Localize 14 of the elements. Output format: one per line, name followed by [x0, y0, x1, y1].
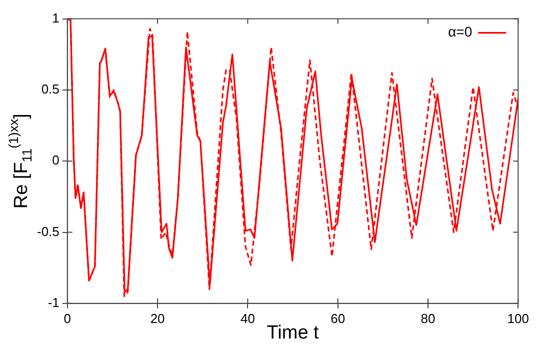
- x-tick-label: 100: [507, 310, 530, 326]
- x-tick-label: 0: [64, 310, 72, 326]
- x-tick-label: 60: [330, 310, 346, 326]
- y-tick-label: 0: [52, 152, 60, 168]
- x-tick-label: 40: [240, 310, 255, 326]
- legend-label: α=0: [448, 24, 472, 40]
- y-axis-title: Re [F11(1)xx]: [6, 114, 34, 209]
- x-axis-title: Time t: [266, 322, 320, 344]
- x-tick-label: 20: [150, 310, 165, 326]
- y-tick-label: -0.5: [36, 224, 60, 239]
- x-tick-label: 80: [420, 310, 436, 326]
- y-tick-label: 0.5: [41, 82, 60, 97]
- y-tick-label: -1: [48, 294, 60, 310]
- y-tick-label: 1: [52, 10, 60, 26]
